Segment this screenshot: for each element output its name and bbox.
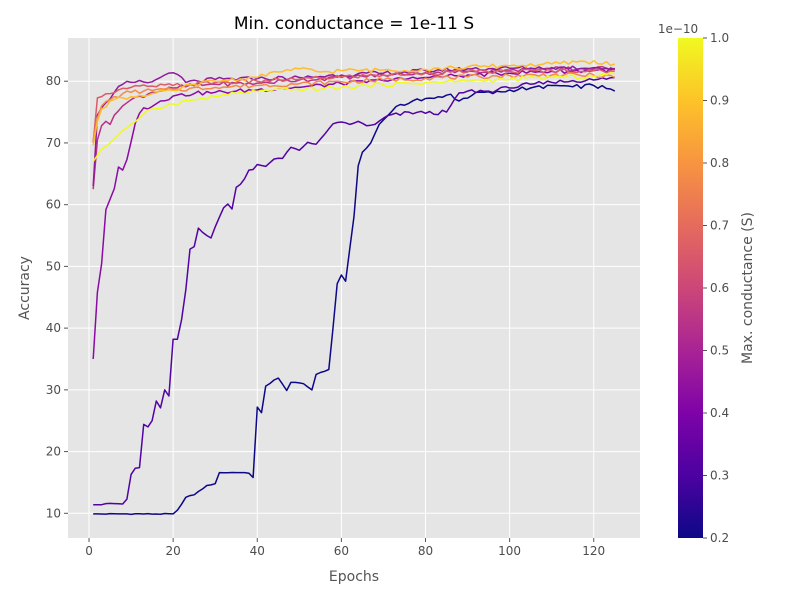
colorbar-tick-label: 1.0 xyxy=(710,31,729,45)
series-layer xyxy=(92,59,616,516)
colorbar-tick-label: 0.7 xyxy=(710,219,729,233)
y-tick-label: 80 xyxy=(46,74,61,88)
colorbar-tick-label: 0.4 xyxy=(710,406,729,420)
colorbar-tick-label: 0.6 xyxy=(710,281,729,295)
x-axis: 0 20 40 60 80 100 120 xyxy=(85,538,605,558)
colorbar-offset-label: 1e−10 xyxy=(658,22,698,36)
colorbar-tick-label: 0.2 xyxy=(710,531,729,545)
series-line xyxy=(92,59,616,146)
y-tick-label: 20 xyxy=(46,445,61,459)
colorbar xyxy=(678,38,703,538)
colorbar-tick-label: 0.9 xyxy=(710,94,729,108)
y-axis-label: Accuracy xyxy=(17,256,33,320)
x-tick-label: 80 xyxy=(418,544,433,558)
series-line xyxy=(93,76,615,506)
series-line xyxy=(92,68,615,143)
x-tick-label: 60 xyxy=(334,544,349,558)
x-axis-label: Epochs xyxy=(329,569,379,585)
colorbar-tick-label: 0.3 xyxy=(710,469,729,483)
y-tick-label: 10 xyxy=(46,506,61,520)
series-line xyxy=(92,72,616,141)
grid-lines xyxy=(68,38,640,538)
colorbar-axis: 0.2 0.3 0.4 0.5 0.6 0.7 0.8 0.9 1.0 xyxy=(703,31,729,545)
series-line xyxy=(92,71,616,162)
colorbar-tick-label: 0.8 xyxy=(710,156,729,170)
y-axis: 10 20 30 40 50 60 70 80 xyxy=(46,74,68,520)
y-tick-label: 40 xyxy=(46,321,61,335)
series-line xyxy=(93,83,616,516)
y-tick-label: 70 xyxy=(46,136,61,150)
y-tick-label: 30 xyxy=(46,383,61,397)
y-tick-label: 60 xyxy=(46,198,61,212)
x-tick-label: 40 xyxy=(250,544,265,558)
x-tick-label: 120 xyxy=(582,544,605,558)
x-tick-label: 0 xyxy=(85,544,93,558)
x-tick-label: 100 xyxy=(498,544,521,558)
chart-title: Min. conductance = 1e-11 S xyxy=(234,14,474,34)
colorbar-label: Max. conductance (S) xyxy=(740,212,756,364)
x-tick-label: 20 xyxy=(166,544,181,558)
plot-area xyxy=(68,38,640,538)
y-tick-label: 50 xyxy=(46,259,61,273)
colorbar-tick-label: 0.5 xyxy=(710,344,729,358)
